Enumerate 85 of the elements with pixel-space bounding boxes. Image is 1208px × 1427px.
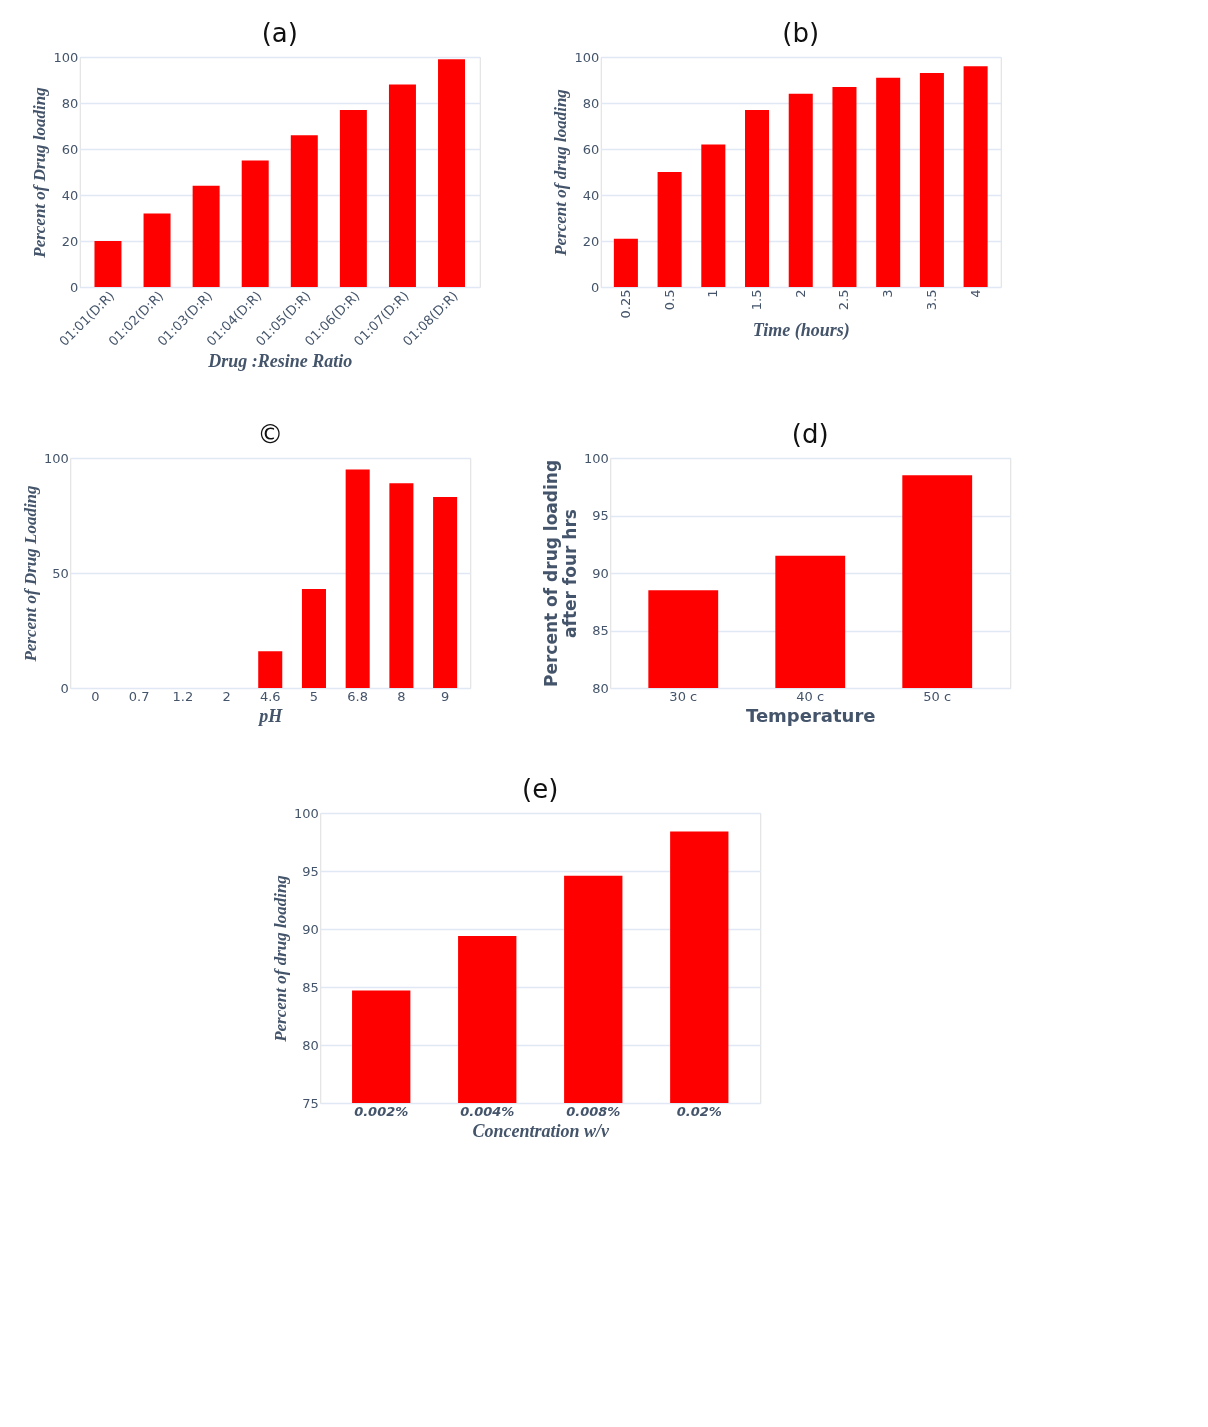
bar (876, 77, 901, 287)
chart-title: (d) (791, 419, 829, 449)
y-tick-label: 60 (61, 141, 79, 157)
bar (832, 86, 857, 287)
y-tick-label: 100 (293, 805, 319, 821)
bar (438, 59, 466, 287)
y-tick-label: 20 (582, 233, 600, 249)
x-tick-label: 30 c (669, 688, 698, 704)
chart-title: © (257, 419, 284, 449)
y-tick-label: 80 (302, 1037, 319, 1053)
x-tick-label: 8 (397, 688, 406, 704)
x-tick-label: 3.5 (923, 289, 939, 311)
bar (919, 73, 944, 287)
bar (143, 213, 171, 287)
y-axis-title: Percent of drug loading (551, 88, 571, 257)
bar (433, 497, 458, 688)
x-axis-title: Time (hours) (752, 320, 850, 342)
x-tick-label: 4.6 (259, 688, 281, 704)
x-tick-label: 6.8 (347, 688, 369, 704)
x-tick-label: 0.7 (128, 688, 150, 704)
text: Percent of drug loading (540, 459, 561, 688)
x-axis-title: Drug :Resine Ratio (207, 350, 353, 371)
y-tick-label: 100 (43, 450, 69, 466)
y-axis-title: Percent of drug loading (270, 874, 290, 1043)
x-tick-label: 9 (440, 688, 450, 704)
y-tick-label: 95 (302, 863, 319, 879)
y-axis-title: Percent of Drug loading (30, 86, 50, 259)
y-tick-label: 85 (592, 623, 609, 638)
x-tick-label: 5 (309, 688, 319, 704)
y-tick-label: 50 (52, 565, 69, 581)
chart-title: (b) (782, 18, 820, 48)
bar (94, 241, 122, 287)
bar (241, 160, 269, 287)
x-tick-label: 1.2 (172, 688, 194, 704)
bar (192, 185, 220, 287)
y-tick-label: 100 (574, 49, 600, 65)
y-tick-label: 20 (61, 233, 79, 249)
bar (301, 589, 326, 688)
y-tick-label: 75 (302, 1095, 319, 1111)
y-tick-label: 40 (582, 187, 600, 203)
x-tick-label: 0.25 (617, 289, 633, 319)
y-tick-label: 40 (61, 187, 79, 203)
y-tick-label: 95 (592, 508, 609, 523)
x-tick-label: 0.002% (354, 1103, 409, 1119)
y-tick-label: 80 (61, 95, 79, 111)
y-tick-label: 85 (302, 979, 319, 995)
x-tick-label: 3 (880, 289, 896, 298)
y-tick-label: 80 (592, 680, 609, 696)
chart-title: (a) (261, 18, 298, 48)
bar (258, 651, 283, 688)
x-axis-title: pH (257, 705, 284, 726)
x-tick-label: 4 (967, 289, 983, 298)
y-tick-label: 100 (53, 49, 79, 65)
x-tick-label: 2 (222, 688, 231, 704)
x-tick-label: 1 (705, 289, 721, 298)
y-tick-label: 80 (582, 95, 600, 111)
x-tick-label: 2 (792, 289, 808, 298)
bar (701, 144, 726, 287)
bar (963, 66, 988, 287)
y-tick-label: 90 (592, 565, 609, 581)
bar (613, 238, 638, 287)
x-tick-label: 1.5 (749, 289, 765, 311)
x-tick-label: 0.5 (661, 289, 677, 311)
bar (345, 469, 370, 688)
bar (788, 93, 813, 287)
bar (290, 135, 318, 287)
x-tick-label: 0 (91, 688, 100, 704)
chart-title: (e) (522, 774, 559, 804)
bar (339, 109, 367, 287)
y-tick-label: 90 (302, 921, 319, 937)
x-tick-label: 2.5 (836, 289, 852, 311)
y-axis-title: Percent of Drug Loading (20, 484, 40, 663)
y-tick-label: 100 (583, 450, 609, 466)
x-axis-title: Concentration w/v (472, 1120, 611, 1141)
bar (389, 483, 414, 688)
bar (388, 84, 416, 287)
bar (745, 109, 770, 287)
x-tick-label: 0.02% (676, 1103, 722, 1119)
x-tick-label: 0.008% (566, 1103, 621, 1119)
x-axis-title: Temperature (746, 704, 876, 726)
x-tick-label: 0.004% (460, 1103, 515, 1119)
y-tick-label: 60 (582, 141, 600, 157)
bar (657, 172, 682, 287)
x-tick-label: 50 c (923, 688, 952, 704)
x-tick-label: 40 c (796, 688, 825, 704)
